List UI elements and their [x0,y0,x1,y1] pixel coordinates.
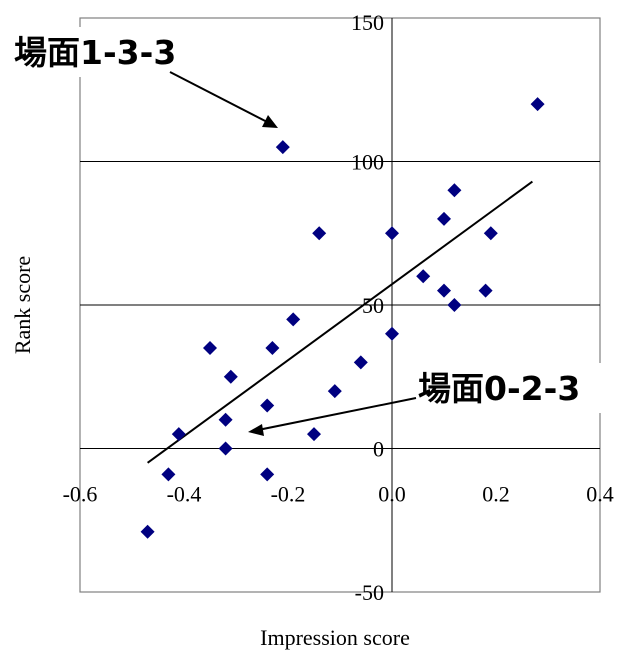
x-tick-label: -0.4 [167,482,202,507]
callout-2-arrow [252,397,417,432]
x-tick-label: -0.2 [271,482,306,507]
data-point-10 [275,140,290,155]
data-point-19 [437,283,451,298]
data-point-22 [447,298,462,312]
y-tick-label: -50 [355,580,384,605]
callout-1-label: 場面1-3-3 [14,33,176,72]
callout-1-arrowhead [262,115,278,128]
x-tick-label: -0.6 [63,482,98,507]
x-tick-labels: -0.6 -0.4 -0.2 0.0 0.2 0.4 [63,482,614,507]
data-point-4 [218,441,233,456]
data-point-9 [265,341,280,356]
y-tick-label: 0 [373,437,384,462]
data-point-8 [260,398,275,413]
x-axis-title: Impression score [260,625,410,650]
data-point-25 [530,97,545,112]
y-tick-label: 100 [351,150,384,175]
data-point-5 [218,412,233,427]
data-point-12 [307,427,321,442]
callout-1-background [8,27,224,77]
data-point-2 [171,427,186,442]
callout-2-arrowhead [248,424,264,436]
x-tick-label: 0.4 [586,482,614,507]
y-tick-labels: -50 0 50 100 150 [351,10,384,605]
data-point-20 [437,211,451,226]
callout-2-label: 場面0-2-3 [418,369,580,408]
data-point-15 [353,355,368,370]
y-tick-label: 150 [351,10,384,35]
data-points [140,97,545,539]
data-point-21 [447,183,462,198]
data-point-3 [203,341,217,356]
data-point-24 [483,226,498,241]
callout-2-background [414,363,610,413]
data-point-1 [161,467,176,482]
y-axis-title: Rank score [10,256,35,354]
data-point-14 [327,384,342,399]
data-point-0 [140,524,155,539]
data-point-16 [385,326,399,341]
data-point-13 [312,226,327,241]
data-point-18 [416,269,431,284]
data-point-7 [260,467,275,482]
trendline-segment [147,180,533,464]
callout-1-arrow [169,71,276,127]
y-tick-label: 50 [362,293,384,318]
data-point-17 [385,226,399,241]
x-tick-label: 0.0 [378,482,406,507]
data-point-23 [478,283,493,298]
data-point-6 [223,369,238,384]
x-tick-label: 0.2 [482,482,510,507]
trendline [147,180,533,464]
data-point-11 [286,312,301,327]
